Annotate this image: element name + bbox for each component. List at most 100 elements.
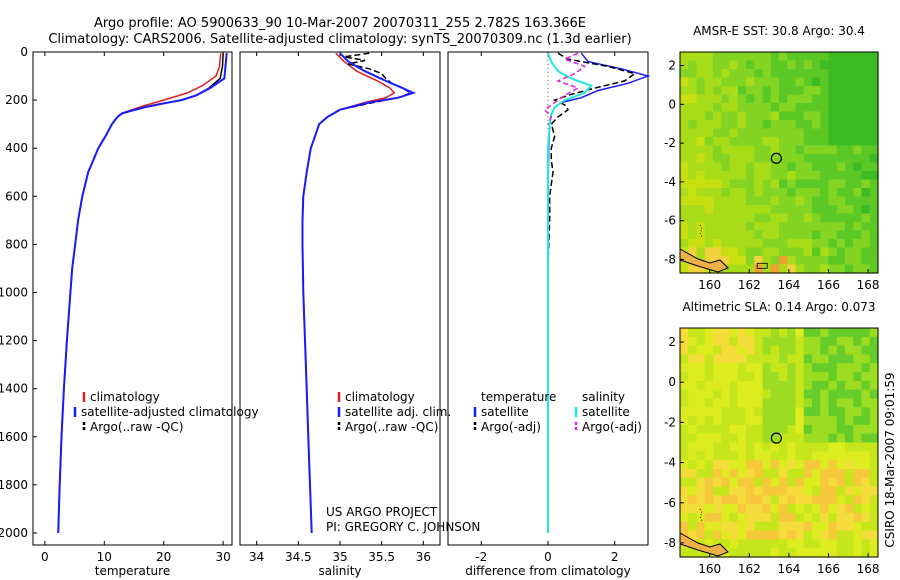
map-cell <box>754 372 764 382</box>
map-cell <box>820 188 830 198</box>
profile-location-marker <box>770 432 782 444</box>
map-cell <box>754 205 764 215</box>
x-tick-label: 162 <box>738 278 761 292</box>
map-cell <box>869 128 879 138</box>
map-cell <box>820 94 830 104</box>
map-cell <box>737 539 747 549</box>
map-cell <box>869 328 879 338</box>
map-cell <box>812 530 821 540</box>
map-cell <box>861 380 871 391</box>
map-cell <box>869 363 879 373</box>
map-cell <box>696 154 706 164</box>
map-cell <box>688 416 698 426</box>
map-cell <box>688 407 698 417</box>
map-cell <box>812 69 821 79</box>
map-cell <box>803 77 813 87</box>
map-cell <box>713 486 722 496</box>
map-cell <box>696 213 706 223</box>
map-cell <box>762 442 772 452</box>
map-cell <box>795 468 805 479</box>
map-cell <box>721 171 731 181</box>
map-cell <box>803 120 813 130</box>
map-cell <box>746 345 755 356</box>
map-cell <box>746 247 755 257</box>
map-cell <box>845 460 854 470</box>
map-cell <box>713 363 722 373</box>
map-cell <box>869 477 879 488</box>
map-cell <box>836 86 846 96</box>
map-cell <box>680 504 689 514</box>
map-cell <box>820 205 830 215</box>
map-cell <box>737 548 747 558</box>
map-cell <box>845 264 854 274</box>
map-cell <box>729 94 739 104</box>
map-cell <box>869 468 879 479</box>
map-cell <box>812 345 821 356</box>
y-tick-label: -8 <box>664 252 676 266</box>
x-tick-label: 2 <box>611 550 619 564</box>
map-cell <box>828 162 838 172</box>
map-cell <box>845 188 854 198</box>
map-cell <box>746 363 755 373</box>
map-cell <box>688 145 698 155</box>
map-cell <box>770 468 780 479</box>
map-cell <box>795 328 805 338</box>
map-cell <box>836 230 846 240</box>
map-cell <box>721 416 731 426</box>
map-cell <box>762 433 772 444</box>
map-cell <box>754 213 764 223</box>
map-cell <box>812 495 821 505</box>
map-cell <box>770 188 780 198</box>
series-line <box>310 52 413 149</box>
map-cell <box>704 433 714 444</box>
map-cell <box>828 145 838 155</box>
map-cell <box>688 239 698 249</box>
project-text-line2: PI: GREGORY C. JOHNSON <box>326 520 480 534</box>
x-tick-label: 34.5 <box>285 550 312 564</box>
map-cell <box>737 477 747 488</box>
map-cell <box>828 416 838 426</box>
map-cell <box>836 145 846 155</box>
map-cell <box>680 548 689 558</box>
map-cell <box>795 60 805 70</box>
map-cell <box>845 416 854 426</box>
map-cell <box>836 111 846 121</box>
map-cell <box>836 94 846 104</box>
map-cell <box>688 477 698 488</box>
map-cell <box>869 460 879 470</box>
map-cell <box>746 154 755 164</box>
map-cell <box>836 328 846 338</box>
map-cell <box>754 137 764 147</box>
map-cell <box>721 451 731 461</box>
map-cell <box>845 363 854 373</box>
map-cell <box>696 196 706 206</box>
legend-climatology-label: climatology <box>90 390 160 404</box>
map-cell <box>820 354 830 364</box>
map-cell <box>762 60 772 70</box>
map-cell <box>795 222 805 232</box>
map-cell <box>861 486 871 496</box>
map-cell <box>820 162 830 172</box>
map-cell <box>696 398 706 408</box>
map-cell <box>820 213 830 223</box>
map-cell <box>795 363 805 373</box>
map-cell <box>713 145 722 155</box>
map-cell <box>779 103 788 113</box>
map-cell <box>746 336 755 347</box>
map-cell <box>770 77 780 87</box>
map-cell <box>803 363 813 373</box>
map-cell <box>803 407 813 417</box>
map-cell <box>812 94 821 104</box>
map-cell <box>729 128 739 138</box>
x-tick-label: 0 <box>544 550 552 564</box>
map-cell <box>762 222 772 232</box>
map-cell <box>721 86 731 96</box>
map-cell <box>853 354 863 364</box>
map-cell <box>820 433 830 444</box>
series-line <box>57 53 228 534</box>
map-cell <box>861 548 871 558</box>
map-cell <box>762 486 772 496</box>
map-cell <box>820 424 830 435</box>
y-tick-label: -6 <box>664 496 676 510</box>
